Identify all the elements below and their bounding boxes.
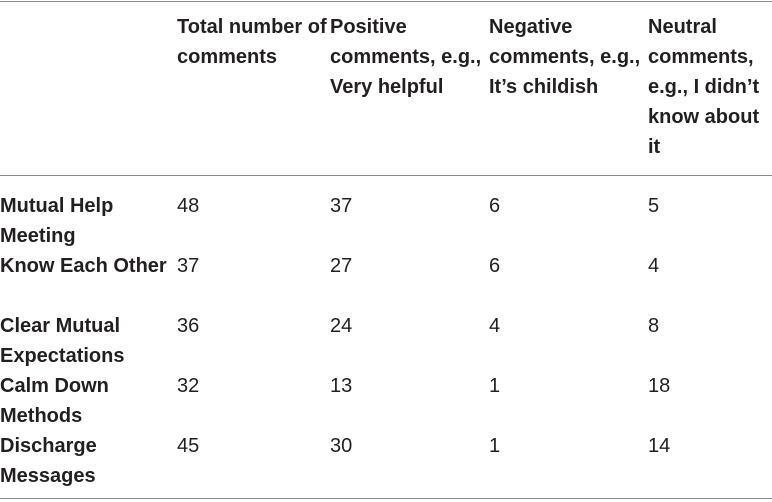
cell-total: 45 <box>177 435 200 457</box>
cell-negative: 4 <box>489 315 501 337</box>
table-bottom-rule <box>0 498 772 499</box>
header-neutral-comments: Neutral comments, e.g., I didn’t know ab… <box>648 16 760 158</box>
header-negative-comments: Negative comments, e.g., It’s childish <box>489 16 641 98</box>
row-label: Calm Down Methods <box>0 375 109 427</box>
table-row: Calm Down Methods 32 13 1 18 <box>0 371 772 431</box>
table-header-row: Total number of comments Positive commen… <box>0 12 772 176</box>
header-empty <box>0 12 177 176</box>
row-label: Clear Mutual Expectations <box>0 315 125 367</box>
row-label: Know Each Other <box>0 255 167 277</box>
cell-positive: 37 <box>330 195 353 217</box>
table-row: Know Each Other 37 27 6 4 <box>0 251 772 311</box>
cell-neutral: 14 <box>648 435 671 457</box>
cell-positive: 30 <box>330 435 353 457</box>
row-label: Discharge Messages <box>0 435 97 487</box>
comments-table: Total number of comments Positive commen… <box>0 12 772 491</box>
table-row: Discharge Messages 45 30 1 14 <box>0 431 772 491</box>
cell-neutral: 18 <box>648 375 671 397</box>
cell-negative: 6 <box>489 195 501 217</box>
cell-total: 36 <box>177 315 200 337</box>
cell-neutral: 5 <box>648 195 660 217</box>
cell-neutral: 8 <box>648 315 660 337</box>
cell-negative: 1 <box>489 375 501 397</box>
table-row: Clear Mutual Expectations 36 24 4 8 <box>0 311 772 371</box>
cell-total: 37 <box>177 255 200 277</box>
table-top-rule <box>0 1 772 2</box>
table-row: Mutual Help Meeting 48 37 6 5 <box>0 176 772 251</box>
cell-negative: 1 <box>489 435 501 457</box>
header-positive-comments: Positive comments, e.g., Very helpful <box>330 16 482 98</box>
row-label: Mutual Help Meeting <box>0 195 114 247</box>
table-header-rule <box>0 175 772 176</box>
cell-negative: 6 <box>489 255 501 277</box>
cell-positive: 24 <box>330 315 353 337</box>
cell-positive: 27 <box>330 255 353 277</box>
cell-total: 32 <box>177 375 200 397</box>
cell-neutral: 4 <box>648 255 660 277</box>
cell-positive: 13 <box>330 375 353 397</box>
cell-total: 48 <box>177 195 200 217</box>
header-total-comments: Total number of comments <box>177 16 327 68</box>
